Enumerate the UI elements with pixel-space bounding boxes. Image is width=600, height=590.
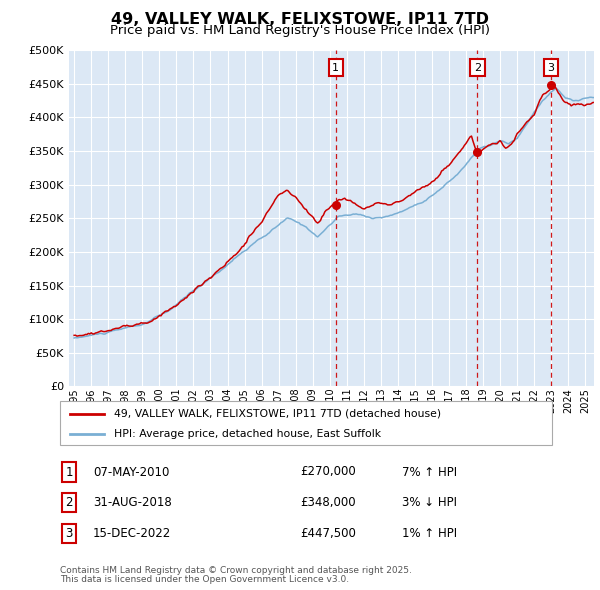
Text: 3: 3: [65, 527, 73, 540]
Text: £270,000: £270,000: [300, 466, 356, 478]
Text: 07-MAY-2010: 07-MAY-2010: [93, 466, 169, 478]
Text: Contains HM Land Registry data © Crown copyright and database right 2025.: Contains HM Land Registry data © Crown c…: [60, 566, 412, 575]
FancyBboxPatch shape: [60, 401, 552, 445]
Text: 1: 1: [65, 466, 73, 478]
Text: 31-AUG-2018: 31-AUG-2018: [93, 496, 172, 509]
Text: This data is licensed under the Open Government Licence v3.0.: This data is licensed under the Open Gov…: [60, 575, 349, 584]
Text: 3: 3: [547, 63, 554, 73]
Text: Price paid vs. HM Land Registry's House Price Index (HPI): Price paid vs. HM Land Registry's House …: [110, 24, 490, 37]
Text: 15-DEC-2022: 15-DEC-2022: [93, 527, 171, 540]
Text: 49, VALLEY WALK, FELIXSTOWE, IP11 7TD: 49, VALLEY WALK, FELIXSTOWE, IP11 7TD: [111, 12, 489, 27]
Text: 49, VALLEY WALK, FELIXSTOWE, IP11 7TD (detached house): 49, VALLEY WALK, FELIXSTOWE, IP11 7TD (d…: [114, 409, 441, 418]
Text: £447,500: £447,500: [300, 527, 356, 540]
Text: HPI: Average price, detached house, East Suffolk: HPI: Average price, detached house, East…: [114, 430, 381, 440]
Text: 2: 2: [65, 496, 73, 509]
Text: 1% ↑ HPI: 1% ↑ HPI: [402, 527, 457, 540]
Text: 1: 1: [332, 63, 339, 73]
Text: 3% ↓ HPI: 3% ↓ HPI: [402, 496, 457, 509]
Text: 7% ↑ HPI: 7% ↑ HPI: [402, 466, 457, 478]
Text: £348,000: £348,000: [300, 496, 356, 509]
Text: 2: 2: [474, 63, 481, 73]
